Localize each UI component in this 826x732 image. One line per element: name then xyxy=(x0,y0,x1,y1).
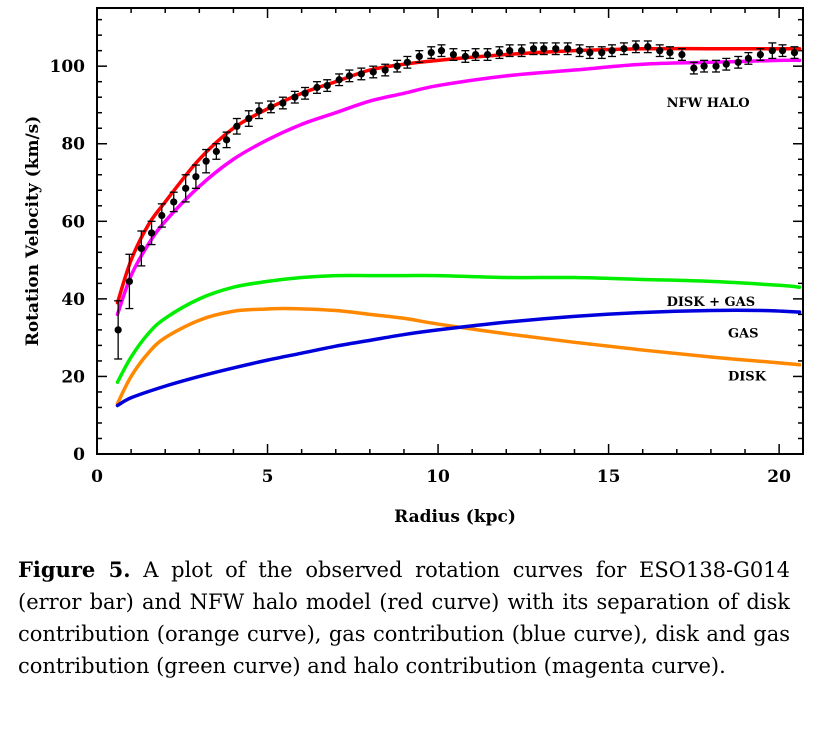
curve-disk-gas xyxy=(115,273,802,385)
observed-point xyxy=(244,110,253,127)
observed-point xyxy=(461,50,470,63)
observed-point xyxy=(677,48,686,62)
observed-point xyxy=(212,143,221,160)
y-tick-label: 40 xyxy=(61,290,85,310)
observed-point xyxy=(449,48,458,62)
observed-point xyxy=(437,44,446,58)
observed-point xyxy=(290,90,299,104)
series-label: NFW HALO xyxy=(667,96,750,111)
observed-point xyxy=(114,300,123,360)
y-tick-label: 0 xyxy=(73,445,85,465)
observed-point xyxy=(381,63,390,77)
x-tick-label: 10 xyxy=(426,467,450,487)
observed-point xyxy=(345,69,354,83)
observed-point xyxy=(312,81,321,94)
observed-point xyxy=(301,86,310,100)
curve-gas xyxy=(115,306,802,406)
y-tick-label: 80 xyxy=(61,135,85,155)
observed-point xyxy=(517,44,526,58)
plot-border xyxy=(96,7,804,455)
observed-point xyxy=(483,48,492,62)
observed-point xyxy=(357,67,366,81)
curve-total-model xyxy=(115,46,802,305)
observed-point xyxy=(744,51,753,65)
observed-point xyxy=(393,59,402,73)
observed-point xyxy=(505,44,514,58)
observed-point xyxy=(619,42,628,56)
observed-point xyxy=(722,57,731,71)
observed-point xyxy=(427,46,436,60)
observed-point xyxy=(529,42,538,56)
observed-point xyxy=(232,117,241,135)
curve-disk xyxy=(115,308,802,408)
observed-point xyxy=(147,220,156,246)
y-tick-label: 20 xyxy=(61,367,85,387)
caption-text: A plot of the observed rotation curves f… xyxy=(18,558,790,678)
observed-point xyxy=(778,44,787,58)
y-tick-label: 100 xyxy=(50,57,86,77)
observed-point xyxy=(689,61,698,75)
observed-point xyxy=(768,42,777,60)
observed-point xyxy=(202,148,211,174)
curve-nfw-halo xyxy=(115,58,802,317)
figure-caption: Figure 5. A plot of the observed rotatio… xyxy=(18,554,790,682)
observed-point xyxy=(169,191,178,213)
observed-point xyxy=(125,253,134,310)
observed-point xyxy=(222,131,231,149)
observed-point xyxy=(655,44,664,58)
observed-point xyxy=(575,44,584,58)
caption-label: Figure 5. xyxy=(18,557,131,582)
x-axis-title: Radius (kpc) xyxy=(394,507,516,527)
observed-data xyxy=(114,40,799,360)
x-tick-label: 15 xyxy=(597,467,621,487)
observed-point xyxy=(255,102,264,120)
observed-point xyxy=(563,42,572,56)
observed-point xyxy=(756,48,765,62)
observed-point xyxy=(597,46,606,60)
y-tick-label: 60 xyxy=(61,212,85,232)
series-label: DISK + GAS xyxy=(667,295,756,310)
observed-point xyxy=(157,203,166,228)
observed-point xyxy=(369,65,378,79)
series-label: GAS xyxy=(728,327,759,342)
x-tick-label: 20 xyxy=(767,467,791,487)
observed-point xyxy=(323,79,332,93)
observed-point xyxy=(700,59,709,73)
observed-point xyxy=(643,40,652,54)
observed-point xyxy=(539,42,548,56)
observed-point xyxy=(181,174,190,203)
observed-point xyxy=(665,46,674,60)
observed-point xyxy=(608,44,617,58)
observed-point xyxy=(471,48,480,62)
observed-point xyxy=(631,40,640,54)
observed-point xyxy=(191,164,200,189)
observed-point xyxy=(137,230,146,267)
series-label: DISK xyxy=(728,369,767,384)
observed-point xyxy=(278,96,287,110)
observed-point xyxy=(335,73,344,87)
tick-labels: 0 5 10 15 20 0 20 40 60 80 100 xyxy=(50,57,792,487)
observed-point xyxy=(734,55,743,69)
x-tick-label: 5 xyxy=(262,467,274,487)
observed-point xyxy=(790,46,799,60)
observed-point xyxy=(712,59,721,73)
axis-ticks xyxy=(96,8,803,455)
observed-point xyxy=(403,55,412,69)
x-tick-label: 0 xyxy=(91,467,103,487)
observed-point xyxy=(495,46,504,60)
rotation-curve-chart: 0 5 10 15 20 0 20 40 60 80 100 NFW HALO DISK + GAS G… xyxy=(23,7,804,527)
observed-point xyxy=(266,100,275,114)
series-labels: NFW HALO DISK + GAS GAS DISK xyxy=(667,96,767,384)
plot-frame xyxy=(96,7,804,455)
observed-point xyxy=(415,50,424,63)
observed-point xyxy=(585,46,594,60)
observed-point xyxy=(551,42,560,56)
y-axis-title: Rotation Velocity (km/s) xyxy=(23,116,43,347)
